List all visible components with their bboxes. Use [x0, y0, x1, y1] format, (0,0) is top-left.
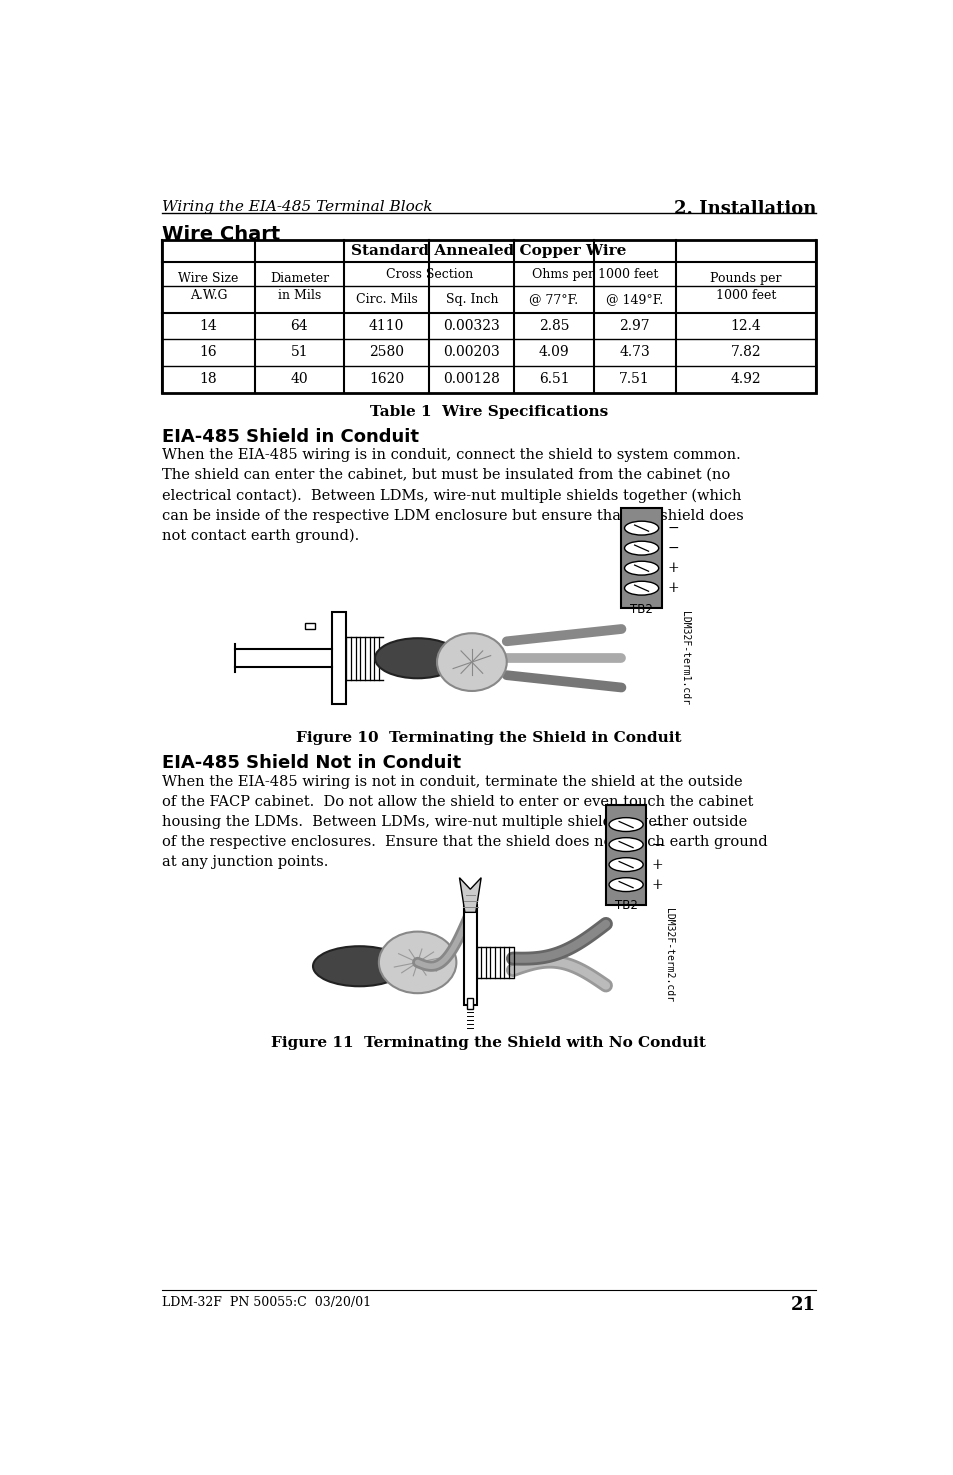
- Text: When the EIA-485 wiring is in conduit, connect the shield to system common.
The : When the EIA-485 wiring is in conduit, c…: [162, 448, 742, 543]
- Text: 14: 14: [199, 319, 217, 332]
- Text: 2.97: 2.97: [618, 319, 649, 332]
- Text: 64: 64: [291, 319, 308, 332]
- Text: Standard Annealed Copper Wire: Standard Annealed Copper Wire: [351, 243, 626, 258]
- Text: 1620: 1620: [369, 372, 404, 386]
- Text: 6.51: 6.51: [538, 372, 569, 386]
- Text: 2580: 2580: [369, 345, 404, 360]
- Ellipse shape: [436, 633, 506, 690]
- Text: −: −: [666, 521, 679, 535]
- Text: +: +: [666, 581, 679, 596]
- Ellipse shape: [375, 639, 459, 678]
- Text: Figure 11  Terminating the Shield with No Conduit: Figure 11 Terminating the Shield with No…: [272, 1035, 705, 1050]
- Text: TB2: TB2: [614, 900, 637, 912]
- Text: Wire Size
A.W.G: Wire Size A.W.G: [178, 271, 238, 302]
- Text: 2.85: 2.85: [538, 319, 569, 332]
- Text: 0.00203: 0.00203: [443, 345, 499, 360]
- Ellipse shape: [624, 581, 658, 594]
- Text: Sq. Inch: Sq. Inch: [445, 294, 497, 305]
- Text: LDM-32F  PN 50055:C  03/20/01: LDM-32F PN 50055:C 03/20/01: [162, 1297, 371, 1308]
- Text: +: +: [666, 560, 679, 575]
- Text: 18: 18: [199, 372, 217, 386]
- Ellipse shape: [378, 932, 456, 993]
- Text: 0.00323: 0.00323: [443, 319, 499, 332]
- Text: −: −: [666, 541, 679, 555]
- Text: Ohms per 1000 feet: Ohms per 1000 feet: [532, 267, 658, 280]
- Text: Table 1  Wire Specifications: Table 1 Wire Specifications: [370, 406, 607, 419]
- Text: TB2: TB2: [630, 603, 653, 615]
- Polygon shape: [459, 878, 480, 913]
- Text: −: −: [651, 817, 662, 832]
- Bar: [620, 507, 661, 608]
- Text: Pounds per
1000 feet: Pounds per 1000 feet: [709, 271, 781, 302]
- Text: EIA-485 Shield in Conduit: EIA-485 Shield in Conduit: [162, 428, 418, 445]
- Text: 21: 21: [790, 1297, 815, 1314]
- Bar: [605, 804, 645, 904]
- Text: 2. Installation: 2. Installation: [673, 201, 815, 218]
- Ellipse shape: [624, 560, 658, 575]
- Bar: [464, 904, 476, 1004]
- Text: +: +: [651, 857, 662, 872]
- Text: 4110: 4110: [369, 319, 404, 332]
- Ellipse shape: [608, 878, 642, 891]
- Text: Cross Section: Cross Section: [385, 267, 473, 280]
- Bar: [162, 240, 815, 392]
- Text: 7.82: 7.82: [730, 345, 760, 360]
- Ellipse shape: [608, 857, 642, 872]
- Text: 16: 16: [199, 345, 217, 360]
- Text: 4.73: 4.73: [618, 345, 649, 360]
- Text: @ 77°F.: @ 77°F.: [529, 294, 578, 305]
- Text: LDM32F-term2.cdr: LDM32F-term2.cdr: [664, 907, 674, 1002]
- Text: EIA-485 Shield Not in Conduit: EIA-485 Shield Not in Conduit: [162, 755, 460, 773]
- Text: When the EIA-485 wiring is not in conduit, terminate the shield at the outside
o: When the EIA-485 wiring is not in condui…: [162, 774, 767, 869]
- Text: 12.4: 12.4: [730, 319, 760, 332]
- Text: Circ. Mils: Circ. Mils: [355, 294, 417, 305]
- Text: +: +: [651, 878, 662, 891]
- Bar: [332, 612, 346, 705]
- Text: −: −: [651, 838, 662, 851]
- Bar: [467, 997, 473, 1009]
- Text: Diameter
in Mils: Diameter in Mils: [270, 271, 329, 302]
- Text: 7.51: 7.51: [618, 372, 649, 386]
- Text: 40: 40: [291, 372, 308, 386]
- Text: 4.09: 4.09: [538, 345, 569, 360]
- Text: LDM32F-term1.cdr: LDM32F-term1.cdr: [679, 611, 689, 705]
- Text: @ 149°F.: @ 149°F.: [605, 294, 662, 305]
- Ellipse shape: [624, 521, 658, 535]
- Ellipse shape: [313, 947, 406, 987]
- Text: Wire Chart: Wire Chart: [162, 224, 280, 243]
- Ellipse shape: [608, 838, 642, 851]
- Text: 51: 51: [291, 345, 308, 360]
- Ellipse shape: [608, 817, 642, 832]
- Bar: [305, 622, 314, 628]
- Ellipse shape: [624, 541, 658, 555]
- Text: 0.00128: 0.00128: [443, 372, 499, 386]
- Text: 4.92: 4.92: [730, 372, 760, 386]
- Text: Figure 10  Terminating the Shield in Conduit: Figure 10 Terminating the Shield in Cond…: [295, 732, 681, 745]
- Text: Wiring the EIA-485 Terminal Block: Wiring the EIA-485 Terminal Block: [162, 201, 432, 214]
